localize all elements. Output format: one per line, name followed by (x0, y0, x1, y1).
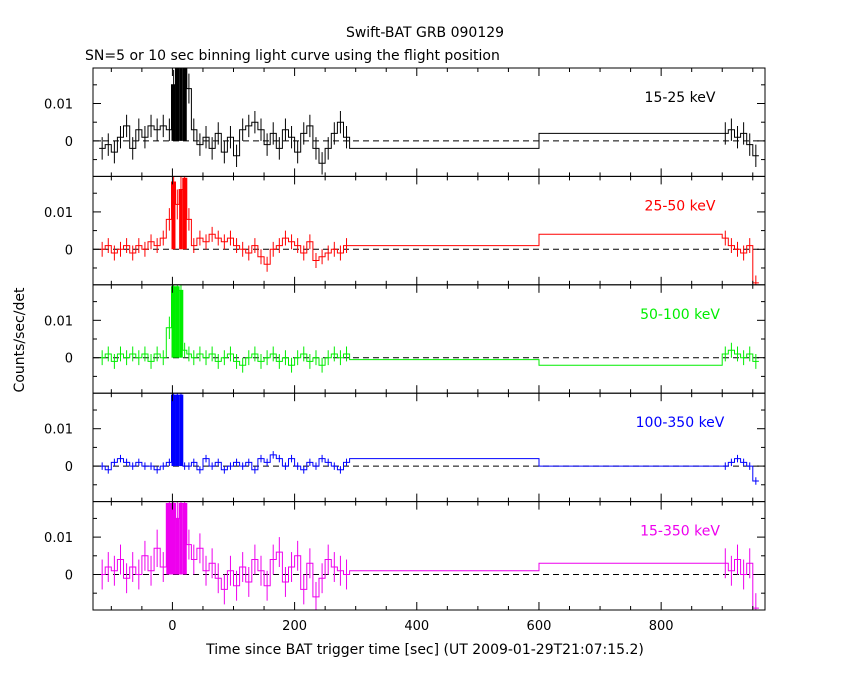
panel-label: 15-25 keV (645, 90, 716, 106)
series-15-350 keV (99, 501, 759, 610)
burst-fill (182, 68, 187, 141)
burst-fill (179, 290, 183, 358)
burst-fill (182, 178, 187, 250)
panel-frame (92, 175, 766, 286)
burst-fill (175, 286, 180, 358)
burst-fill (175, 518, 180, 575)
burst-fill (171, 503, 176, 575)
figure-subtitle: SN=5 or 10 sec binning light curve using… (85, 48, 500, 64)
step-line (99, 177, 759, 284)
burst-fill (179, 68, 183, 141)
burst-fill (179, 189, 183, 250)
burst-fill (171, 182, 176, 250)
panel-label: 25-50 keV (645, 198, 716, 214)
y-tick-label: 0.01 (44, 531, 73, 546)
burst-fill (171, 395, 176, 467)
y-tick-label: 0 (65, 568, 73, 583)
x-tick-label: 200 (282, 619, 307, 634)
step-line (99, 286, 759, 366)
panel-label: 100-350 keV (636, 415, 725, 431)
burst-fill (179, 395, 183, 467)
x-tick-label: 800 (649, 619, 674, 634)
series-15-25 keV (99, 68, 759, 175)
burst-fill (171, 84, 176, 141)
x-tick-label: 600 (527, 619, 552, 634)
y-tick-label: 0.01 (44, 314, 73, 329)
panel-5: 0 0.01 15-350 keV 0 200 400 600 800 (44, 501, 766, 634)
y-axis-label: Counts/sec/det (12, 287, 28, 392)
step-line (99, 68, 759, 164)
burst-fill (179, 503, 183, 575)
y-tick-label: 0 (65, 243, 73, 258)
burst-fill (166, 503, 172, 575)
panel-frame (92, 284, 766, 394)
series-100-350 keV (99, 393, 759, 485)
panels-group: 0 0.01 15-25 keV 0 0.01 25-50 keV 0 0.01 50-100 … (44, 67, 766, 634)
burst-fill (175, 395, 180, 467)
y-tick-label: 0.01 (44, 423, 73, 438)
y-tick-label: 0 (65, 460, 73, 475)
burst-fill (171, 286, 176, 358)
panel-label: 50-100 keV (640, 307, 720, 323)
y-tick-label: 0.01 (44, 206, 73, 221)
burst-fill (175, 68, 180, 141)
panel-4: 0 0.01 100-350 keV (44, 392, 766, 503)
panel-frame (92, 392, 766, 503)
step-line (99, 394, 759, 482)
burst-fill (182, 503, 187, 575)
panel-label: 15-350 keV (640, 524, 720, 540)
y-tick-label: 0.01 (44, 98, 73, 113)
panel-1: 0 0.01 15-25 keV (44, 67, 766, 177)
series-50-100 keV (99, 284, 759, 373)
x-axis-label: Time since BAT trigger time [sec] (UT 20… (205, 642, 644, 658)
series-25-50 keV (99, 176, 759, 285)
x-tick-label: 400 (404, 619, 429, 634)
x-tick-label: 0 (168, 619, 176, 634)
y-tick-label: 0 (65, 135, 73, 150)
panel-3: 0 0.01 50-100 keV (44, 284, 766, 394)
step-line (99, 503, 759, 609)
y-tick-label: 0 (65, 352, 73, 367)
panel-2: 0 0.01 25-50 keV (44, 175, 766, 286)
figure-title: Swift-BAT GRB 090129 (346, 25, 504, 41)
